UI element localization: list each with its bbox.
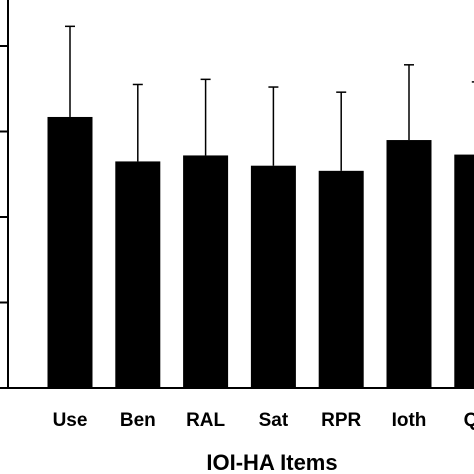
x-tick-label-use: Use	[53, 410, 88, 431]
bar-series	[47, 116, 474, 388]
bar-ral	[183, 155, 229, 388]
x-tick-label-rpr: RPR	[321, 410, 361, 431]
bar-ioth	[386, 140, 432, 388]
x-tick-label-ioth: Ioth	[392, 410, 427, 431]
x-tick-label-sat: Sat	[259, 410, 289, 431]
x-axis-tick-labels: Use Ben RAL Sat RPR Ioth Qo	[53, 410, 474, 431]
error-bar-series	[65, 25, 474, 171]
x-axis-title: IOI-HA Items	[206, 450, 337, 474]
x-tick-label-qo: Qo	[464, 410, 474, 431]
y-axis-ticks	[0, 45, 8, 389]
bar-qo	[454, 154, 474, 388]
bar-rpr	[318, 170, 364, 388]
bar-ben	[115, 161, 161, 388]
bar-sat	[250, 165, 296, 388]
x-tick-label-ben: Ben	[120, 410, 156, 431]
x-tick-label-ral: RAL	[186, 410, 225, 431]
bar-use	[47, 116, 93, 388]
